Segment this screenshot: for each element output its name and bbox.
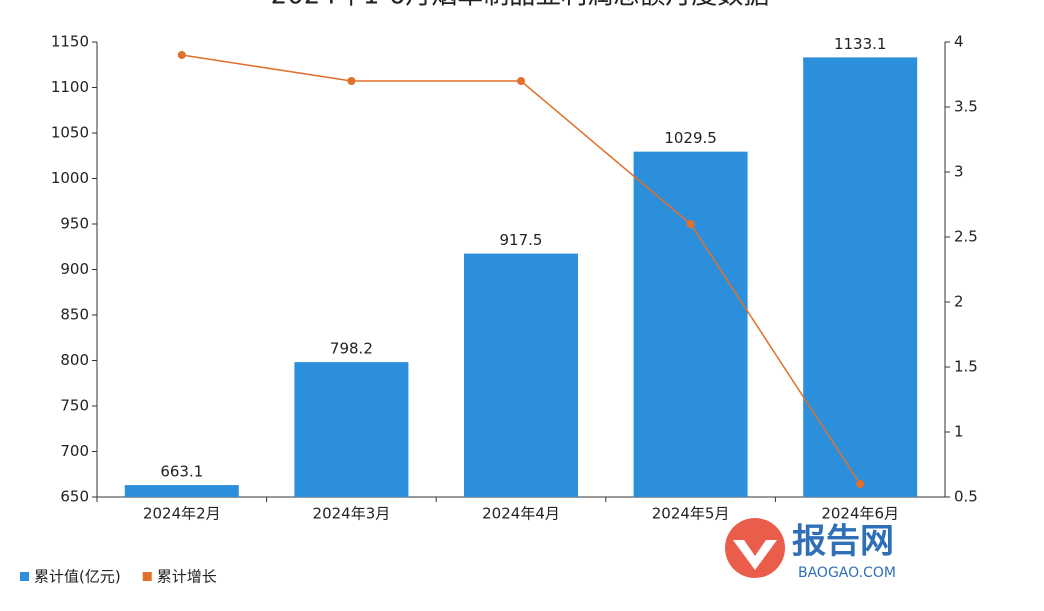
y-tick-label: 850	[60, 306, 89, 324]
y-tick-label: 700	[60, 442, 89, 460]
y2-tick-label: 2	[954, 293, 964, 311]
legend-swatch	[142, 572, 152, 581]
x-tick-label: 2024年6月	[821, 505, 899, 523]
y-tick-label: 1000	[51, 169, 89, 187]
bar	[294, 362, 409, 497]
bar	[464, 253, 578, 497]
x-tick-label: 2024年4月	[482, 505, 560, 523]
y-tick-label: 1150	[51, 33, 89, 51]
legend-label: 累计值(亿元)	[34, 568, 121, 586]
y-tick-label: 950	[60, 215, 89, 233]
point	[347, 77, 356, 85]
y2-tick-label: 1	[954, 423, 964, 441]
x-tick-label: 2024年3月	[313, 505, 391, 523]
y-tick-label: 1100	[51, 78, 89, 96]
point	[517, 77, 525, 85]
bar	[124, 485, 239, 497]
x-tick-label: 2024年5月	[652, 505, 730, 523]
logo	[725, 518, 785, 578]
point	[856, 480, 865, 488]
y2-tick-label: 0.5	[954, 488, 978, 506]
y2-tick-label: 2.5	[954, 228, 978, 246]
y-tick-label: 1050	[51, 124, 89, 142]
legend-swatch	[20, 572, 29, 581]
point	[686, 220, 695, 228]
watermark-url: BAOGAO.COM	[798, 565, 896, 581]
y2-tick-label: 3	[954, 163, 964, 181]
y2-tick-label: 1.5	[954, 358, 978, 376]
bar	[803, 57, 918, 498]
watermark: 报告网 BAOGAO.COM	[725, 518, 896, 581]
data-label: 663.1	[160, 463, 203, 481]
watermark-brand: 报告网	[792, 522, 894, 562]
y-tick-label: 650	[60, 488, 89, 506]
y-tick-label: 800	[60, 351, 89, 369]
chart-title: 2024年1-6月烟草制品业利润总额月度数据	[271, 0, 770, 11]
y2-tick-label: 3.5	[954, 98, 978, 116]
data-label: 1029.5	[664, 129, 717, 147]
x-tick-label: 2024年2月	[143, 505, 221, 523]
y2-tick-label: 4	[954, 33, 964, 51]
legend-label: 累计增长	[157, 568, 217, 586]
point	[177, 51, 186, 59]
y-tick-label: 750	[60, 397, 89, 415]
data-label: 917.5	[500, 231, 543, 249]
data-label: 1133.1	[834, 35, 887, 53]
data-label: 798.2	[330, 340, 373, 358]
bar	[633, 151, 748, 497]
y-tick-label: 900	[60, 260, 89, 278]
logo-mark	[733, 540, 777, 570]
